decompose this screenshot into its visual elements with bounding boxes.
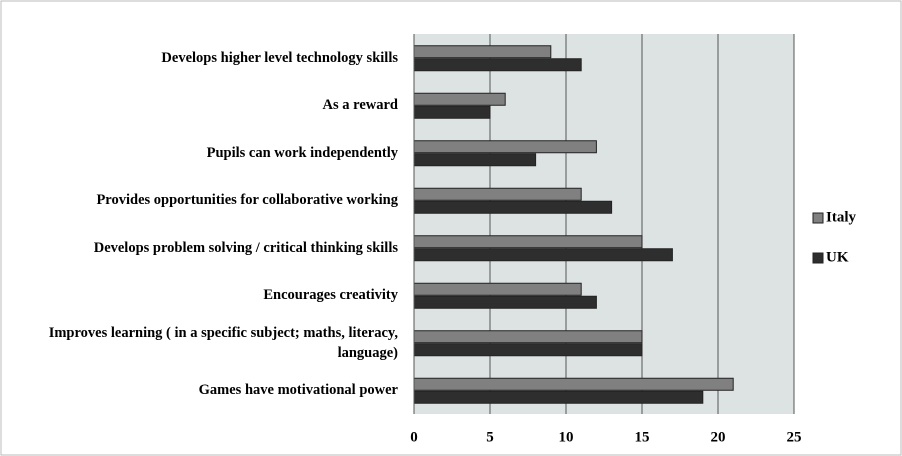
category-label: As a reward xyxy=(322,97,398,114)
category-label: Develops problem solving / critical thin… xyxy=(93,239,398,256)
x-tick-label: 20 xyxy=(711,429,726,445)
category-label: Develops higher level technology skills xyxy=(161,49,398,66)
bar xyxy=(413,58,582,72)
category-label: Encourages creativity xyxy=(263,287,398,304)
bar xyxy=(413,343,643,357)
legend-swatch xyxy=(812,252,824,264)
category-label: Provides opportunities for collaborative… xyxy=(96,192,398,209)
category-label: Pupils can work independently xyxy=(206,144,398,161)
x-tick-label: 15 xyxy=(635,429,650,445)
bar xyxy=(413,248,673,262)
bar xyxy=(413,140,597,154)
plot-area xyxy=(414,34,794,414)
bar xyxy=(413,187,582,201)
category-label: Improves learning ( in a specific subjec… xyxy=(48,324,398,361)
bar xyxy=(413,377,734,391)
bar xyxy=(413,330,643,344)
bar xyxy=(413,390,704,404)
bar xyxy=(413,153,537,167)
bar xyxy=(413,105,491,119)
x-tick-label: 10 xyxy=(559,429,574,445)
x-tick-label: 25 xyxy=(787,429,802,445)
legend-label: UK xyxy=(826,249,849,265)
x-tick-label: 0 xyxy=(410,429,418,445)
bar xyxy=(413,200,613,214)
bar xyxy=(413,45,552,59)
bar xyxy=(413,295,597,309)
bar xyxy=(413,282,582,296)
x-tick-label: 5 xyxy=(486,429,494,445)
category-label: Games have motivational power xyxy=(198,382,398,399)
legend-label: Italy xyxy=(826,209,857,225)
bar xyxy=(413,92,506,106)
bar xyxy=(413,235,643,249)
legend-swatch xyxy=(812,212,824,224)
